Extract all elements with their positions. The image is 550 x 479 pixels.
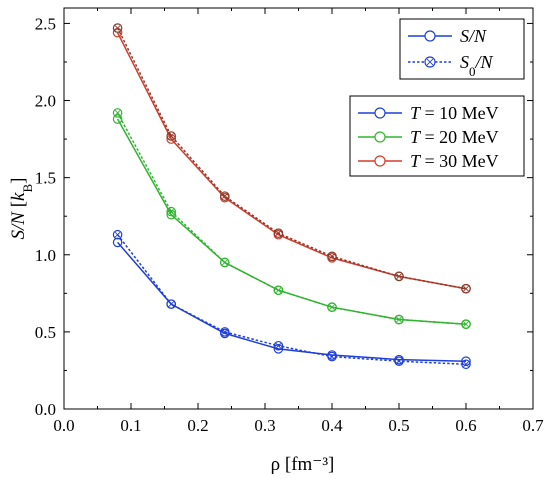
- y-tick-label: 1.0: [35, 246, 56, 265]
- series-0: [112, 237, 471, 366]
- series-5: [112, 23, 471, 294]
- point-marker-cross: [329, 253, 335, 260]
- x-tick-label: 0.5: [388, 416, 409, 435]
- legend-temperature-label: T = 20 MeV: [410, 127, 499, 147]
- data-point: [112, 108, 123, 118]
- data-point: [461, 319, 471, 329]
- x-tick-label: 0.3: [254, 416, 275, 435]
- point-marker-cross: [222, 329, 228, 335]
- y-axis-label: S/N [kB]: [8, 178, 35, 240]
- x-tick-label: 0.6: [455, 416, 476, 435]
- point-marker-cross: [275, 287, 282, 293]
- point-marker-cross: [329, 353, 335, 360]
- data-point: [112, 229, 123, 240]
- series-line: [117, 241, 467, 362]
- series-3: [112, 108, 471, 329]
- y-tick-label: 2.0: [35, 92, 56, 111]
- x-tick-label: 0.7: [522, 416, 544, 435]
- legend-temperature-entry: T = 30 MeV: [358, 151, 499, 171]
- legend-style-entry: S0/N: [408, 52, 494, 79]
- legend-temperature-entry: T = 20 MeV: [358, 127, 499, 147]
- data-point: [394, 314, 404, 325]
- y-tick-label: 1.5: [35, 169, 56, 188]
- data-point: [112, 114, 123, 124]
- x-tick-label: 0.4: [321, 416, 343, 435]
- data-point: [273, 344, 284, 354]
- data-point: [220, 191, 230, 201]
- point-marker-cross: [114, 25, 121, 31]
- legend-temperature-label: T = 10 MeV: [410, 103, 499, 123]
- x-tick-label: 0.1: [120, 416, 141, 435]
- point-marker-cross: [396, 273, 402, 280]
- data-point: [461, 356, 471, 366]
- legend-style-label: S/N: [460, 26, 487, 46]
- point-marker-cross: [329, 304, 335, 310]
- data-point: [394, 271, 404, 282]
- data-point: [220, 257, 230, 268]
- x-axis-label: ρ [fm⁻³]: [271, 454, 335, 475]
- point-marker-cross: [168, 133, 174, 139]
- data-point: [220, 327, 230, 337]
- point-marker-cross: [275, 343, 282, 349]
- axes: 0.0 0.1 0.2 0.3 0.4 0.5 0.6 0.7 0.0 0.5 1.0 1.5 2.0 2…: [8, 7, 544, 475]
- data-point: [394, 356, 404, 366]
- x-tick-label: 0.0: [53, 416, 74, 435]
- point-marker-cross: [222, 259, 228, 266]
- legend-style-box: [399, 18, 525, 80]
- data-point: [327, 302, 337, 313]
- point-marker-cross: [222, 193, 228, 199]
- data-point: [273, 340, 284, 351]
- data-point: [166, 206, 176, 217]
- x-tick-label: 0.2: [187, 416, 208, 435]
- point-marker-cross: [275, 230, 282, 236]
- legends: S/N S0/N T = 10 MeV T = 20 MeV T = 30 MeV: [349, 18, 525, 177]
- data-point: [273, 285, 284, 296]
- point-marker-cross: [463, 361, 469, 367]
- data-point: [166, 134, 176, 144]
- y-tick-label: 2.5: [35, 14, 56, 33]
- y-tick-label: 0.0: [35, 400, 56, 419]
- data-point: [461, 359, 471, 370]
- data-point: [273, 228, 284, 238]
- data-point: [166, 299, 176, 309]
- data-point: [327, 251, 337, 262]
- series-line: [117, 234, 467, 366]
- data-point: [166, 131, 176, 141]
- legend-temperature-entry: T = 10 MeV: [358, 103, 499, 123]
- legend-style-label: S0/N: [460, 52, 494, 79]
- point-marker-cross: [168, 301, 174, 307]
- data-point: [327, 351, 337, 362]
- plot-area: [112, 23, 471, 370]
- point-marker-cross: [396, 358, 402, 364]
- point-marker-cross: [168, 208, 174, 215]
- data-point: [112, 237, 123, 248]
- legend-temperature-label: T = 30 MeV: [410, 151, 499, 171]
- series-1: [112, 229, 471, 370]
- point-marker-cross: [463, 321, 469, 327]
- data-point: [461, 283, 471, 294]
- point-marker-cross: [463, 285, 469, 292]
- point-marker-cross: [396, 316, 402, 323]
- svg-text:S/N [kB]: S/N [kB]: [8, 178, 35, 240]
- legend-style-entry: S/N: [408, 26, 487, 46]
- data-point: [112, 23, 123, 33]
- point-marker-cross: [114, 110, 121, 116]
- point-marker-cross: [114, 232, 121, 238]
- y-tick-label: 0.5: [35, 323, 56, 342]
